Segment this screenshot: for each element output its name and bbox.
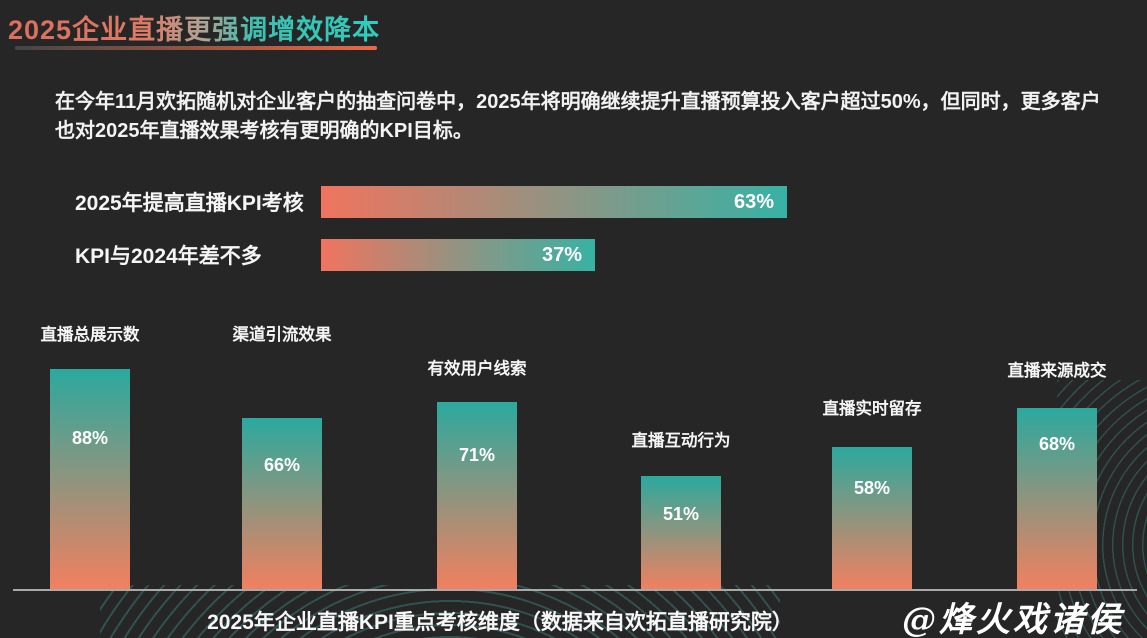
survey-bar-value: 63% <box>733 190 774 213</box>
survey-row-label: 2025年提高直播KPI考核 <box>75 192 304 215</box>
intro-paragraph: 在今年11月欢拓随机对企业客户的抽查问卷中，2025年将明确继续提升直播预算投入… <box>55 91 1101 142</box>
dimension-bar-value: 58% <box>853 478 891 498</box>
survey-bar: 63% <box>321 186 787 218</box>
dimension-bar: 66% <box>242 418 322 590</box>
dimension-bar: 68% <box>1017 408 1097 590</box>
dimension-label: 有效用户线索 <box>427 360 527 378</box>
x-axis-baseline <box>13 589 1137 591</box>
dimension-bar: 71% <box>437 402 517 590</box>
survey-bar: 37% <box>321 239 595 271</box>
page-title: 2025企业直播更强调增效降本 <box>8 8 380 47</box>
survey-row: 2025年提高直播KPI考核 63% <box>75 186 787 218</box>
dimension-bar: 58% <box>832 447 912 590</box>
dimension-bar-value: 66% <box>263 455 301 475</box>
dimension-bar: 51% <box>641 476 721 590</box>
dimension-bar-value: 71% <box>458 445 496 465</box>
dimension-bar: 88% <box>50 369 130 590</box>
dimension-label: 直播来源成交 <box>1007 362 1107 380</box>
dimension-label: 渠道引流效果 <box>232 326 332 344</box>
survey-row: KPI与2024年差不多 37% <box>75 239 595 271</box>
dimension-bar-value: 68% <box>1038 434 1076 454</box>
dimension-label: 直播实时留存 <box>822 400 922 418</box>
survey-row-label: KPI与2024年差不多 <box>75 245 262 268</box>
title-underline <box>15 46 377 50</box>
dimension-bar-value: 51% <box>662 504 700 524</box>
dimension-bar-value: 88% <box>71 428 109 448</box>
dimension-label: 直播总展示数 <box>40 326 140 344</box>
dimension-label: 直播互动行为 <box>631 432 731 450</box>
watermark: @烽火戏诸侯 <box>902 592 1124 638</box>
chart-caption: 2025年企业直播KPI重点考核维度（数据来自欢拓直播研究院） <box>207 611 793 634</box>
survey-bar-value: 37% <box>541 243 582 266</box>
